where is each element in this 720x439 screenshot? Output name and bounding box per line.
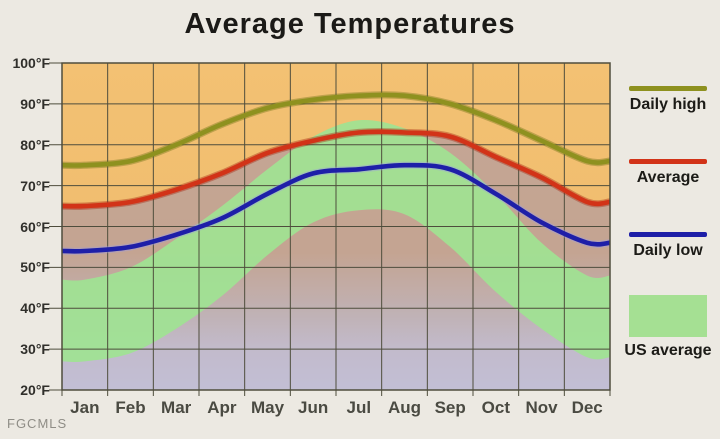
x-tick-label: Mar <box>161 398 192 417</box>
x-tick-label: May <box>250 398 285 417</box>
us-average-area-swatch <box>629 295 707 337</box>
y-tick-label: 30°F <box>20 341 50 358</box>
daily-low-line-swatch <box>629 232 707 237</box>
daily-low-line <box>62 162 610 254</box>
legend-item-daily-low: Daily low <box>616 232 720 259</box>
daily-high-line-swatch <box>629 86 707 91</box>
x-tick-label: Dec <box>571 398 603 417</box>
x-tick-label: Sep <box>434 398 466 417</box>
y-tick-label: 70°F <box>20 177 50 194</box>
legend-label-daily-low: Daily low <box>633 242 703 259</box>
legend-label-us-average: US average <box>624 342 712 359</box>
legend-label-average: Average <box>636 169 700 186</box>
x-tick-label: Jan <box>70 398 100 417</box>
legend: Daily high Average Daily low US average <box>616 0 720 439</box>
x-tick-label: Feb <box>115 398 146 417</box>
y-tick-label: 80°F <box>20 136 50 153</box>
x-tick-label: Nov <box>525 398 558 417</box>
average-line <box>62 129 610 209</box>
x-tick-label: Jun <box>298 398 329 417</box>
legend-item-average: Average <box>616 159 720 186</box>
chart-title: Average Temperatures <box>184 8 516 40</box>
legend-item-daily-high: Daily high <box>616 86 720 113</box>
x-tick-label: Aug <box>387 398 422 417</box>
y-tick-label: 20°F <box>20 382 50 398</box>
legend-item-us-average: US average <box>616 295 720 359</box>
legend-label-daily-high: Daily high <box>629 96 707 113</box>
y-tick-label: 90°F <box>20 95 50 112</box>
y-tick-label: 40°F <box>20 300 50 317</box>
y-tick-label: 100°F <box>12 55 50 71</box>
average-line-swatch <box>629 159 707 164</box>
y-tick-label: 50°F <box>20 259 50 276</box>
x-tick-label: Oct <box>481 398 510 417</box>
x-tick-label: Apr <box>207 398 237 417</box>
watermark: FGCMLS <box>7 416 68 431</box>
daily-high-line <box>62 92 610 168</box>
y-tick-label: 60°F <box>20 218 50 235</box>
x-tick-label: Jul <box>346 398 372 417</box>
plot-border <box>61 62 611 391</box>
